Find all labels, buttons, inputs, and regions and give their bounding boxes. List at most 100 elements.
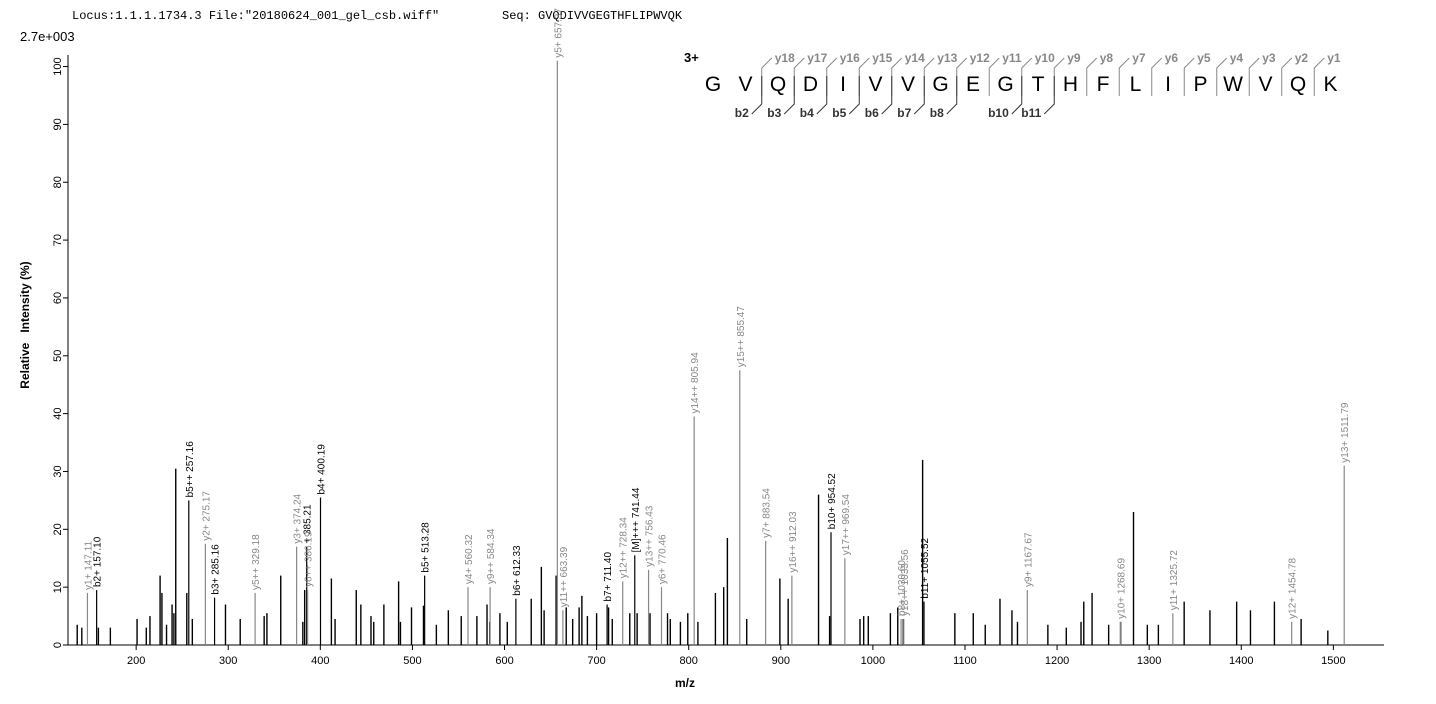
b-ion-bracket (1043, 76, 1055, 115)
x-tick-label: 900 (772, 655, 790, 667)
residue: W (1223, 73, 1243, 96)
peak-label: y4+ 560.32 (464, 534, 475, 584)
y-ion-bracket (1021, 57, 1033, 96)
peak-label: b10+ 954.52 (827, 473, 838, 529)
y-ion-bracket (1086, 57, 1098, 96)
peak-label: b4+ 400.19 (317, 444, 328, 495)
y-ion-bracket (1183, 57, 1195, 96)
residue: V (738, 73, 752, 96)
peak-label: y6++ 386.19 (304, 531, 315, 587)
peak-label: y13+ 1511.79 (1340, 402, 1351, 463)
peak-label: y1+ 147.11 (83, 540, 94, 589)
peak-label: y14++ 805.94 (690, 352, 701, 414)
peak-label: b8+ 1030.60 (897, 560, 908, 616)
peak-label: b11+ 1055.52 (920, 537, 931, 598)
x-tick-label: 1400 (1229, 655, 1253, 667)
x-tick-label: 300 (219, 655, 237, 667)
residue: Q (770, 73, 786, 96)
peak-label: y16++ 912.03 (788, 511, 799, 573)
y-tick-label: 40 (52, 408, 64, 420)
y-ion-bracket (826, 57, 838, 96)
y-ion-label: y3 (1262, 51, 1276, 65)
residue: G (997, 73, 1013, 96)
residue: T (1032, 73, 1045, 96)
x-tick-label: 1500 (1321, 655, 1345, 667)
x-axis-label: m/z (675, 676, 695, 690)
residue: I (1165, 73, 1171, 96)
y-tick-label: 100 (52, 57, 64, 75)
peak-label: y5++ 329.18 (251, 534, 262, 590)
y-tick-label: 50 (52, 350, 64, 362)
b-ion-bracket (751, 76, 763, 115)
y-ion-bracket (1281, 57, 1293, 96)
y-tick-label: 0 (52, 642, 64, 648)
y-tick-label: 30 (52, 465, 64, 477)
peak-label: y9+ 1167.67 (1023, 532, 1034, 587)
residue: L (1130, 73, 1142, 96)
y-ion-label: y10 (1035, 51, 1055, 65)
b-ion-bracket (946, 76, 958, 115)
y-ion-bracket (1313, 57, 1325, 96)
y-ion-label: y13 (937, 51, 957, 65)
header-locus: Locus:1.1.1.1734.3 File:"20180624_001_ge… (72, 9, 439, 23)
peak-label: y15++ 855.47 (736, 306, 747, 368)
residue: I (840, 73, 846, 96)
residue: D (803, 73, 818, 96)
x-tick-label: 700 (587, 655, 605, 667)
y-ion-label: y6 (1165, 51, 1179, 65)
residue: P (1193, 73, 1207, 96)
residue: G (705, 73, 721, 96)
residue: F (1097, 73, 1110, 96)
y-ion-bracket (988, 57, 1000, 96)
y-tick-label: 20 (52, 523, 64, 535)
residue: Q (1290, 73, 1306, 96)
peak-label: y13++ 756.43 (645, 505, 656, 567)
x-tick-label: 400 (311, 655, 329, 667)
b-ion-label: b8 (930, 106, 944, 120)
y-ion-label: y16 (840, 51, 860, 65)
charge-label: 3+ (684, 50, 699, 65)
peak-label: y9++ 584.34 (486, 528, 497, 584)
peak-label: b6+ 612.33 (512, 545, 523, 596)
y-tick-label: 10 (52, 581, 64, 593)
y-ion-label: y11 (1002, 51, 1022, 65)
residue: V (868, 73, 882, 96)
peak-label: y17++ 969.54 (841, 494, 852, 556)
b-ion-bracket (1011, 76, 1023, 115)
peak-label: y10+ 1268.69 (1116, 558, 1127, 619)
b-ion-bracket (783, 76, 795, 115)
b-ion-bracket (913, 76, 925, 115)
y-ion-bracket (1151, 57, 1163, 96)
b-ion-label: b10 (988, 106, 1009, 120)
x-tick-label: 200 (127, 655, 145, 667)
peak-label: y3+ 374.24 (293, 493, 304, 543)
peak-label: b5++ 257.16 (185, 441, 196, 498)
peak-label: [M]+++ 741.44 (631, 487, 642, 552)
residue: H (1063, 73, 1078, 96)
y-ion-label: y8 (1100, 51, 1114, 65)
residue: V (901, 73, 915, 96)
b-ion-label: b4 (800, 106, 814, 120)
b-ion-bracket (816, 76, 828, 115)
x-tick-label: 1200 (1045, 655, 1069, 667)
y-tick-label: 80 (52, 176, 64, 188)
y-ion-bracket (1118, 57, 1130, 96)
x-tick-label: 800 (680, 655, 698, 667)
b-ion-bracket (848, 76, 860, 115)
b-ion-label: b5 (832, 106, 846, 120)
peak-label: b7+ 711.40 (603, 551, 614, 601)
x-tick-label: 1300 (1137, 655, 1161, 667)
residue: E (966, 73, 980, 96)
y-ion-label: y2 (1295, 51, 1309, 65)
y-ion-label: y12 (970, 51, 990, 65)
peak-label: y11+ 1325.72 (1169, 550, 1180, 611)
b-ion-label: b3 (767, 106, 781, 120)
b-ion-label: b6 (865, 106, 879, 120)
residue: G (932, 73, 948, 96)
y-ion-label: y17 (807, 51, 827, 65)
b-ion-label: b2 (735, 106, 749, 120)
x-tick-label: 500 (403, 655, 421, 667)
y-tick-label: 60 (52, 292, 64, 304)
y-ion-label: y1 (1327, 51, 1341, 65)
